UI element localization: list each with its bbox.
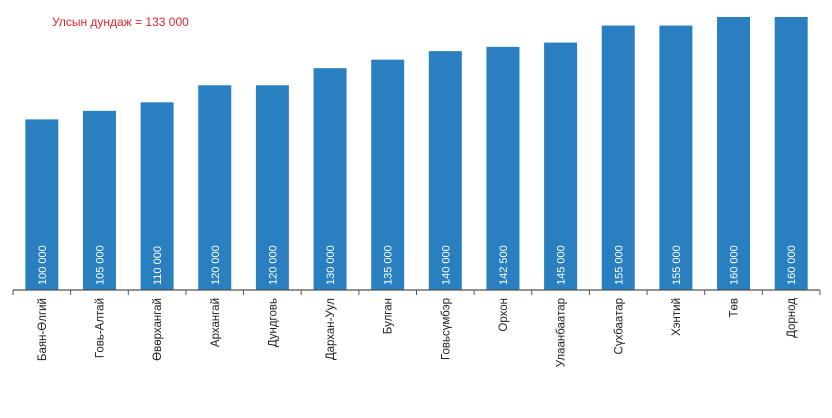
national-average-annotation: Улсын дундаж = 133 000 [52,15,189,29]
data-label-13: 160 000 [729,245,741,285]
bar-10 [544,42,578,290]
category-label-10: Улаанбаатар [556,298,568,367]
data-label-7: 135 000 [383,245,395,285]
data-label-5: 120 000 [267,245,279,285]
data-label-2: 105 000 [94,245,106,285]
category-label-13: Төв [729,298,741,318]
bar-12 [659,25,693,290]
bar-8 [428,51,462,290]
data-label-11: 155 000 [613,245,625,285]
bar-1 [25,119,59,290]
bar-3 [140,102,174,290]
bar-7 [371,59,405,290]
category-label-12: Хэнтий [671,298,683,336]
category-label-11: Сүхбаатар [613,298,625,354]
category-label-4: Архангай [210,298,222,347]
bar-9 [486,46,520,290]
data-label-6: 130 000 [325,245,337,285]
bar-5 [255,85,289,290]
bar-2 [82,110,116,290]
data-label-10: 145 000 [556,245,568,285]
category-label-7: Булган [383,298,395,334]
bar-4 [198,85,232,290]
data-label-9: 142 500 [498,245,510,285]
category-label-6: Дархан-Уул [325,298,337,360]
data-label-1: 100 000 [37,245,49,285]
category-label-14: Дорнод [786,298,798,338]
data-label-4: 120 000 [210,245,222,285]
category-label-2: Говь-Алтай [94,298,106,358]
bar-13 [717,17,751,290]
data-label-12: 155 000 [671,245,683,285]
category-label-9: Орхон [498,298,510,332]
category-label-8: Говьсүмбэр [440,298,452,360]
category-label-3: Өвөрхангай [152,298,164,361]
category-label-5: Дундговь [267,298,279,347]
data-label-3: 110 000 [152,246,164,285]
data-label-8: 140 000 [440,245,452,285]
bar-11 [601,25,635,290]
category-label-1: Баян-Өлгий [37,298,49,361]
bar-6 [313,68,347,290]
bar-14 [774,17,808,290]
data-label-14: 160 000 [786,245,798,285]
